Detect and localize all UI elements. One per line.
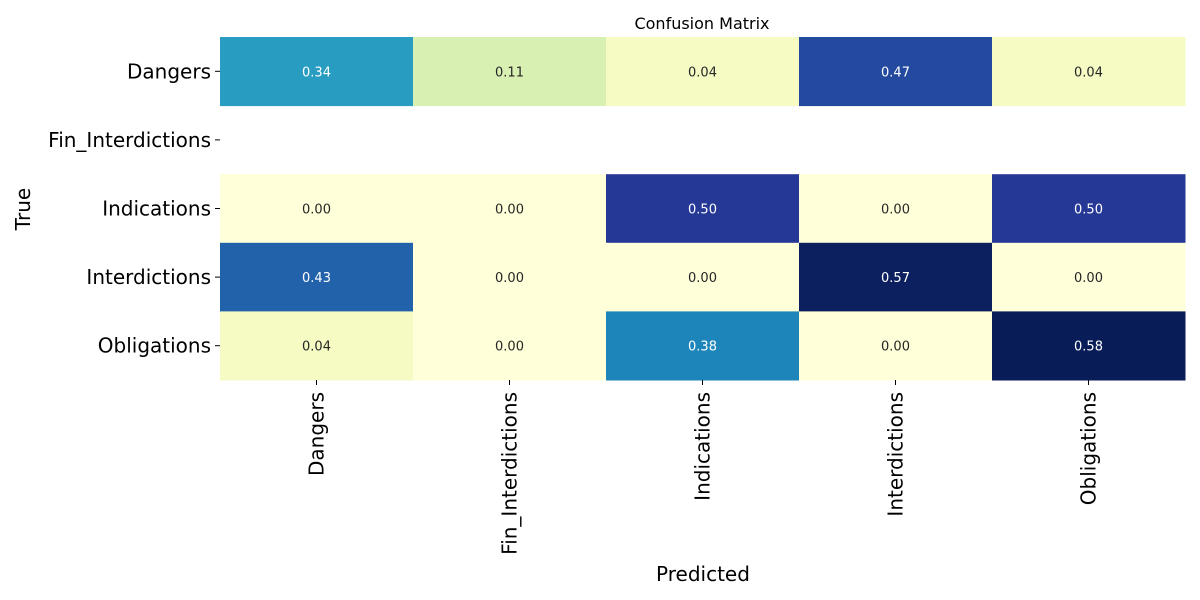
heatmap-cell: [606, 174, 800, 244]
heatmap-cell: [992, 242, 1186, 312]
y-tick-label: Dangers: [127, 59, 211, 83]
x-axis-label: Predicted: [656, 562, 750, 586]
heatmap-cell: [220, 37, 414, 107]
cell-value-label: 0.34: [302, 65, 331, 80]
heatmap-cell: [220, 311, 414, 381]
heatmap-cell: [992, 37, 1186, 107]
heatmap-cell: [606, 37, 800, 107]
cell-value-label: 0.11: [495, 65, 524, 80]
heatmap-cell: [799, 37, 993, 107]
x-axis-ticks: Dangers Fin_Interdictions Indications Inter…: [305, 380, 1101, 555]
heatmap-cell: [606, 311, 800, 381]
y-tick-label: Interdictions: [86, 265, 211, 289]
cell-value-label: 0.00: [1074, 271, 1103, 286]
cell-value-label: 0.58: [1074, 340, 1103, 355]
y-tick-label: Fin_Interdictions: [48, 128, 211, 152]
heatmap-cell: [413, 311, 607, 381]
cell-value-label: 0.00: [495, 340, 524, 355]
cell-value-label: 0.00: [495, 203, 524, 218]
heatmap-cell: [220, 174, 414, 244]
heatmap-cell: [413, 37, 607, 107]
y-tick-label: Indications: [102, 197, 211, 221]
cell-value-label: 0.00: [495, 271, 524, 286]
cell-value-label: 0.04: [302, 340, 331, 355]
cell-value-label: 0.00: [302, 203, 331, 218]
heatmap-cell: [799, 242, 993, 312]
heatmap-cell: [413, 174, 607, 244]
x-tick-label: Indications: [691, 392, 715, 501]
x-tick-label: Obligations: [1077, 392, 1101, 505]
chart-title: Confusion Matrix: [634, 14, 769, 33]
heatmap-cell: [606, 242, 800, 312]
cell-value-label: 0.47: [881, 65, 910, 80]
heatmap-cell: [799, 311, 993, 381]
heatmap-cell: [992, 174, 1186, 244]
heatmap-cell: [799, 174, 993, 244]
y-tick-label: Obligations: [98, 334, 211, 358]
heatmap-cell: [992, 311, 1186, 381]
y-axis-ticks: Dangers Fin_Interdictions Indications Inter…: [48, 59, 220, 358]
cell-value-label: 0.38: [688, 340, 717, 355]
cell-value-label: 0.57: [881, 271, 910, 286]
x-tick-label: Fin_Interdictions: [498, 392, 522, 555]
heatmap-cell: [413, 242, 607, 312]
cell-value-label: 0.50: [688, 203, 717, 218]
cell-value-label: 0.50: [1074, 203, 1103, 218]
x-tick-label: Dangers: [305, 392, 329, 476]
cell-value-label: 0.43: [302, 271, 331, 286]
cell-value-label: 0.00: [881, 340, 910, 355]
cell-value-label: 0.00: [881, 203, 910, 218]
cell-value-label: 0.00: [688, 271, 717, 286]
cell-value-label: 0.04: [1074, 65, 1103, 80]
x-tick-label: Interdictions: [884, 392, 908, 517]
heatmap-cells: 0.34 0.11 0.04 0.47 0.04 0.00 0.00 0.50 0.00 0.50…: [220, 37, 1186, 381]
heatmap-cell: [220, 242, 414, 312]
cell-value-label: 0.04: [688, 65, 717, 80]
y-axis-label: True: [11, 188, 35, 231]
